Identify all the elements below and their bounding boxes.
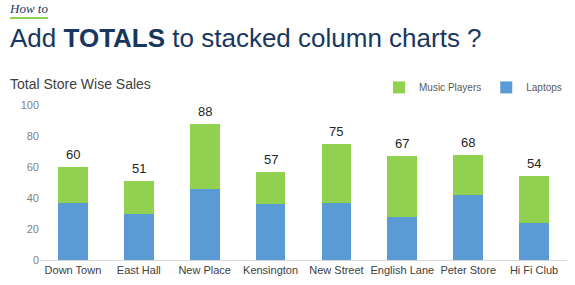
svg-text:20: 20 — [27, 223, 39, 235]
svg-text:57: 57 — [264, 152, 278, 167]
svg-text:0: 0 — [33, 254, 39, 266]
svg-text:East Hall: East Hall — [117, 264, 161, 276]
svg-text:54: 54 — [527, 156, 541, 171]
svg-text:Peter Store: Peter Store — [440, 264, 496, 276]
svg-text:75: 75 — [329, 124, 343, 139]
svg-text:Music Players: Music Players — [419, 82, 481, 93]
svg-text:88: 88 — [198, 104, 212, 119]
svg-text:100: 100 — [21, 99, 39, 111]
svg-text:60: 60 — [66, 147, 80, 162]
svg-text:Hi Fi Club: Hi Fi Club — [510, 264, 558, 276]
svg-text:Laptops: Laptops — [526, 82, 562, 93]
html-text:Add TOTALS to stacked column c: Add TOTALS to stacked column charts ? — [10, 23, 482, 53]
svg-text:Kensington: Kensington — [243, 264, 298, 276]
svg-text:60: 60 — [27, 161, 39, 173]
svg-text:Total Store Wise Sales: Total Store Wise Sales — [10, 76, 151, 92]
svg-text:40: 40 — [27, 192, 39, 204]
svg-text:67: 67 — [395, 136, 409, 151]
svg-text:Down Town: Down Town — [45, 264, 102, 276]
svg-text:80: 80 — [27, 130, 39, 142]
html-text:How to: How to — [10, 1, 48, 16]
svg-text:51: 51 — [132, 161, 146, 176]
svg-text:English Lane: English Lane — [371, 264, 435, 276]
svg-text:68: 68 — [461, 135, 475, 150]
svg-text:New Place: New Place — [178, 264, 231, 276]
svg-text:New Street: New Street — [309, 264, 363, 276]
